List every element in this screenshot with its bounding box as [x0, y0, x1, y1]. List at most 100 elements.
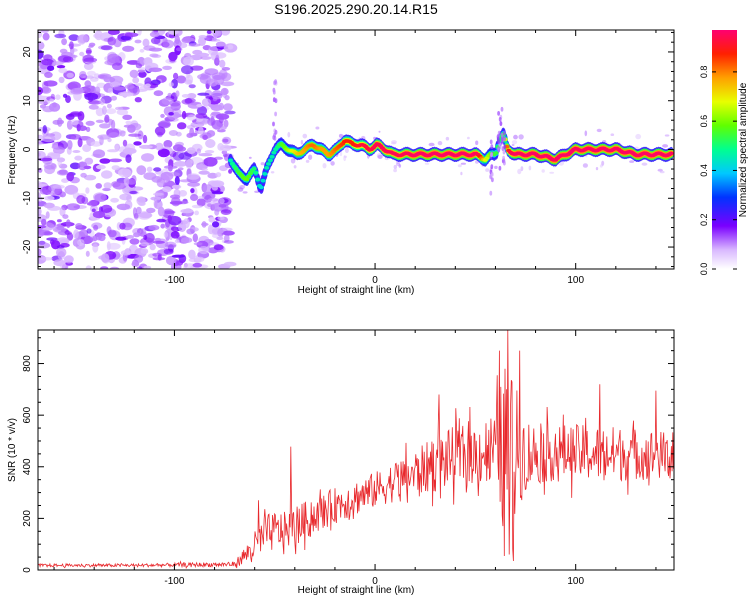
noise-blob	[212, 221, 220, 228]
noise-blob	[189, 127, 195, 138]
ridge-blob	[260, 178, 266, 183]
noise-blob	[142, 38, 150, 47]
noise-blob	[93, 33, 102, 39]
noise-blob	[42, 231, 53, 236]
noise-blob	[59, 207, 66, 217]
noise-blob	[339, 151, 343, 157]
noise-blob	[168, 165, 173, 172]
noise-blob	[248, 156, 252, 159]
noise-blob	[79, 51, 85, 57]
noise-blob	[65, 95, 71, 103]
noise-blob	[162, 39, 174, 49]
streak-blob	[498, 165, 502, 171]
noise-blob	[125, 120, 132, 125]
noise-blob	[67, 140, 73, 150]
noise-blob	[56, 237, 70, 244]
noise-blob	[195, 113, 208, 119]
noise-blob	[38, 49, 44, 60]
noise-blob	[168, 82, 174, 87]
streak-blob	[500, 132, 504, 138]
y-tick-label: 20	[22, 46, 33, 58]
streak-blob	[499, 142, 502, 148]
noise-blob	[76, 195, 86, 204]
noise-blob	[143, 265, 152, 269]
noise-blob	[657, 168, 663, 172]
noise-blob	[136, 196, 146, 206]
noise-blob	[38, 150, 46, 160]
noise-blob	[115, 106, 123, 111]
noise-blob	[207, 203, 212, 208]
noise-blob	[174, 176, 180, 186]
noise-blob	[391, 140, 397, 144]
ridge-blob	[255, 177, 261, 182]
noise-blob	[173, 161, 188, 167]
spectrogram-noise-region	[38, 30, 670, 269]
noise-blob	[43, 162, 57, 170]
noise-blob	[88, 199, 98, 207]
noise-blob	[167, 172, 180, 177]
noise-blob	[208, 216, 216, 223]
noise-blob	[38, 135, 44, 142]
noise-blob	[157, 148, 170, 158]
noise-blob	[153, 167, 162, 172]
spectrogram-y-label: Frequency (Hz)	[7, 116, 18, 185]
noise-blob	[128, 133, 142, 137]
noise-blob	[161, 97, 174, 105]
ridge-blob	[258, 185, 264, 190]
noise-blob	[162, 65, 173, 70]
spectrogram-x-label: Height of straight line (km)	[298, 285, 415, 296]
noise-blob	[173, 72, 179, 80]
noise-blob	[596, 128, 602, 133]
noise-blob	[85, 250, 90, 257]
snr-y-axis: 0 200 400 600 800	[22, 337, 674, 573]
colorbar: 0.0 0.2 0.4 0.6 0.8 Normalized spectral ampl…	[699, 30, 749, 275]
noise-blob	[150, 196, 162, 201]
noise-blob	[216, 236, 224, 240]
noise-blob	[315, 126, 320, 130]
noise-blob	[207, 197, 219, 202]
noise-blob	[220, 126, 227, 130]
noise-blob	[223, 103, 233, 111]
streak-blob	[500, 106, 504, 112]
noise-blob	[103, 182, 112, 189]
noise-blob	[184, 98, 193, 104]
noise-blob	[122, 147, 137, 155]
noise-blob	[65, 113, 75, 120]
y-tick-label: 200	[22, 510, 33, 527]
streak-blob	[274, 129, 278, 135]
ridge-blob	[253, 171, 259, 175]
noise-blob	[80, 172, 87, 178]
noise-blob	[212, 37, 217, 41]
noise-blob	[178, 190, 188, 197]
noise-blob	[169, 59, 176, 63]
noise-blob	[437, 141, 443, 146]
noise-blob	[172, 144, 184, 152]
noise-blob	[165, 255, 177, 266]
noise-blob	[171, 254, 185, 258]
noise-blob	[160, 113, 165, 118]
noise-blob	[180, 208, 194, 214]
streak-blob	[490, 152, 493, 158]
noise-blob	[38, 208, 42, 216]
noise-blob	[88, 42, 96, 47]
noise-blob	[190, 121, 205, 128]
noise-blob	[210, 104, 223, 111]
noise-blob	[101, 253, 110, 263]
noise-blob	[180, 237, 193, 244]
noise-blob	[219, 59, 226, 68]
noise-blob	[111, 165, 120, 171]
noise-blob	[44, 195, 55, 201]
noise-blob	[51, 61, 64, 66]
noise-blob	[460, 162, 466, 165]
colorbar-tick-label: 0.6	[699, 115, 709, 128]
noise-blob	[174, 239, 180, 244]
streak-blob	[490, 144, 494, 150]
noise-blob	[143, 234, 148, 240]
noise-blob	[242, 191, 248, 194]
streak-blob	[497, 139, 500, 145]
noise-blob	[398, 164, 402, 168]
noise-blob	[95, 183, 102, 189]
noise-blob	[82, 75, 95, 79]
noise-blob	[213, 244, 224, 251]
